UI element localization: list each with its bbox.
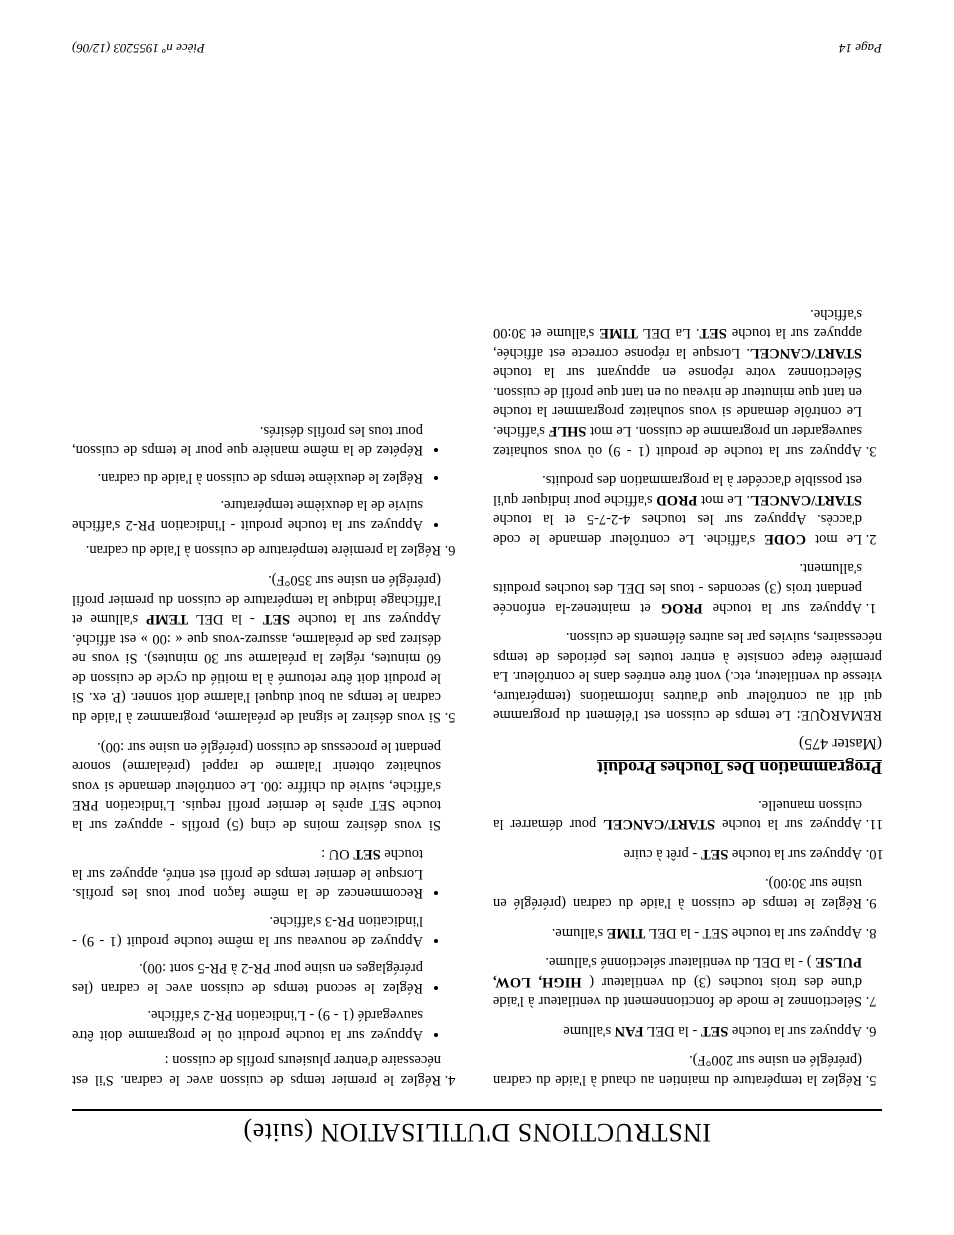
sublist-6: Appuyez sur la touche produit - l'indica… xyxy=(72,420,441,534)
list-item: Si vous désirez le signal de préalarme, … xyxy=(72,570,441,727)
remark-paragraph: REMARQUE: Le temps de cuisson est l'élém… xyxy=(493,627,882,725)
list-item: Réglez le premier temps de cuisson avec … xyxy=(72,736,441,1089)
list-item: Appuyez sur la touche de produit (1 - 9)… xyxy=(493,303,862,460)
page-title: INSTRUCTIONS D'UTILISATION (suite) xyxy=(72,1117,882,1147)
footer-left: Page 14 xyxy=(839,40,882,56)
list-item: Réglez le temps de cuisson à l'aide du c… xyxy=(493,873,862,912)
list-item: Le mot CODE s'affiche. Le contrôleur dem… xyxy=(493,470,862,548)
list-item: Réglez la température du maintien au cha… xyxy=(493,1050,862,1089)
list-4-6: Réglez le premier temps de cuisson avec … xyxy=(72,420,461,1089)
list-item: Appuyez sur la touche produit où le prog… xyxy=(72,1005,423,1044)
list-item: Appuyez de nouveau sur la même touche pr… xyxy=(72,911,423,950)
section-heading: Programmation Des Touches Produit xyxy=(493,756,882,780)
list-item: Appuyez sur la touche SET - prêt à cuire xyxy=(493,843,862,863)
list-item: Appuyez sur la touche PROG et maintenez-… xyxy=(493,558,862,617)
list-item: Appuyez sur la touche START/CANCEL pour … xyxy=(493,794,862,833)
list-item: Recommencez de la même façon pour tous l… xyxy=(72,844,423,903)
list-item: Réglez le deuxième temps de cuisson à l'… xyxy=(72,467,423,487)
list-item: Sélectionnez le mode de fonctionnement d… xyxy=(493,952,862,1011)
list-item: Appuyez sur la touche SET - la DEL FAN s… xyxy=(493,1020,862,1040)
list-item: Réglez le second temps de cuisson avec l… xyxy=(72,958,423,997)
sublist-4: Appuyez sur la touche produit où le prog… xyxy=(72,844,441,1044)
list-item: Appuyez sur la touche SET - la DEL TIME … xyxy=(493,922,862,942)
list-5-11: Réglez la température du maintien au cha… xyxy=(493,794,882,1089)
section-subheading: (Master 475) xyxy=(493,732,882,754)
footer-right: Pièce nº 1955203 (12/06) xyxy=(72,40,205,56)
list-item: Réglez la première température de cuisso… xyxy=(72,420,441,559)
content-columns: Réglez la température du maintien au cha… xyxy=(72,74,882,1089)
list-1-3: Appuyez sur la touche PROG et maintenez-… xyxy=(493,303,882,616)
title-rule xyxy=(72,1109,882,1111)
page-footer: Page 14 Pièce nº 1955203 (12/06) xyxy=(72,40,882,56)
list-item: Répétez de la même manière que pour le t… xyxy=(72,420,423,459)
list-item: Appuyez sur la touche produit - l'indica… xyxy=(72,495,423,534)
paragraph-after-4: Si vous désirez moins de cinq (5) profil… xyxy=(72,736,441,834)
